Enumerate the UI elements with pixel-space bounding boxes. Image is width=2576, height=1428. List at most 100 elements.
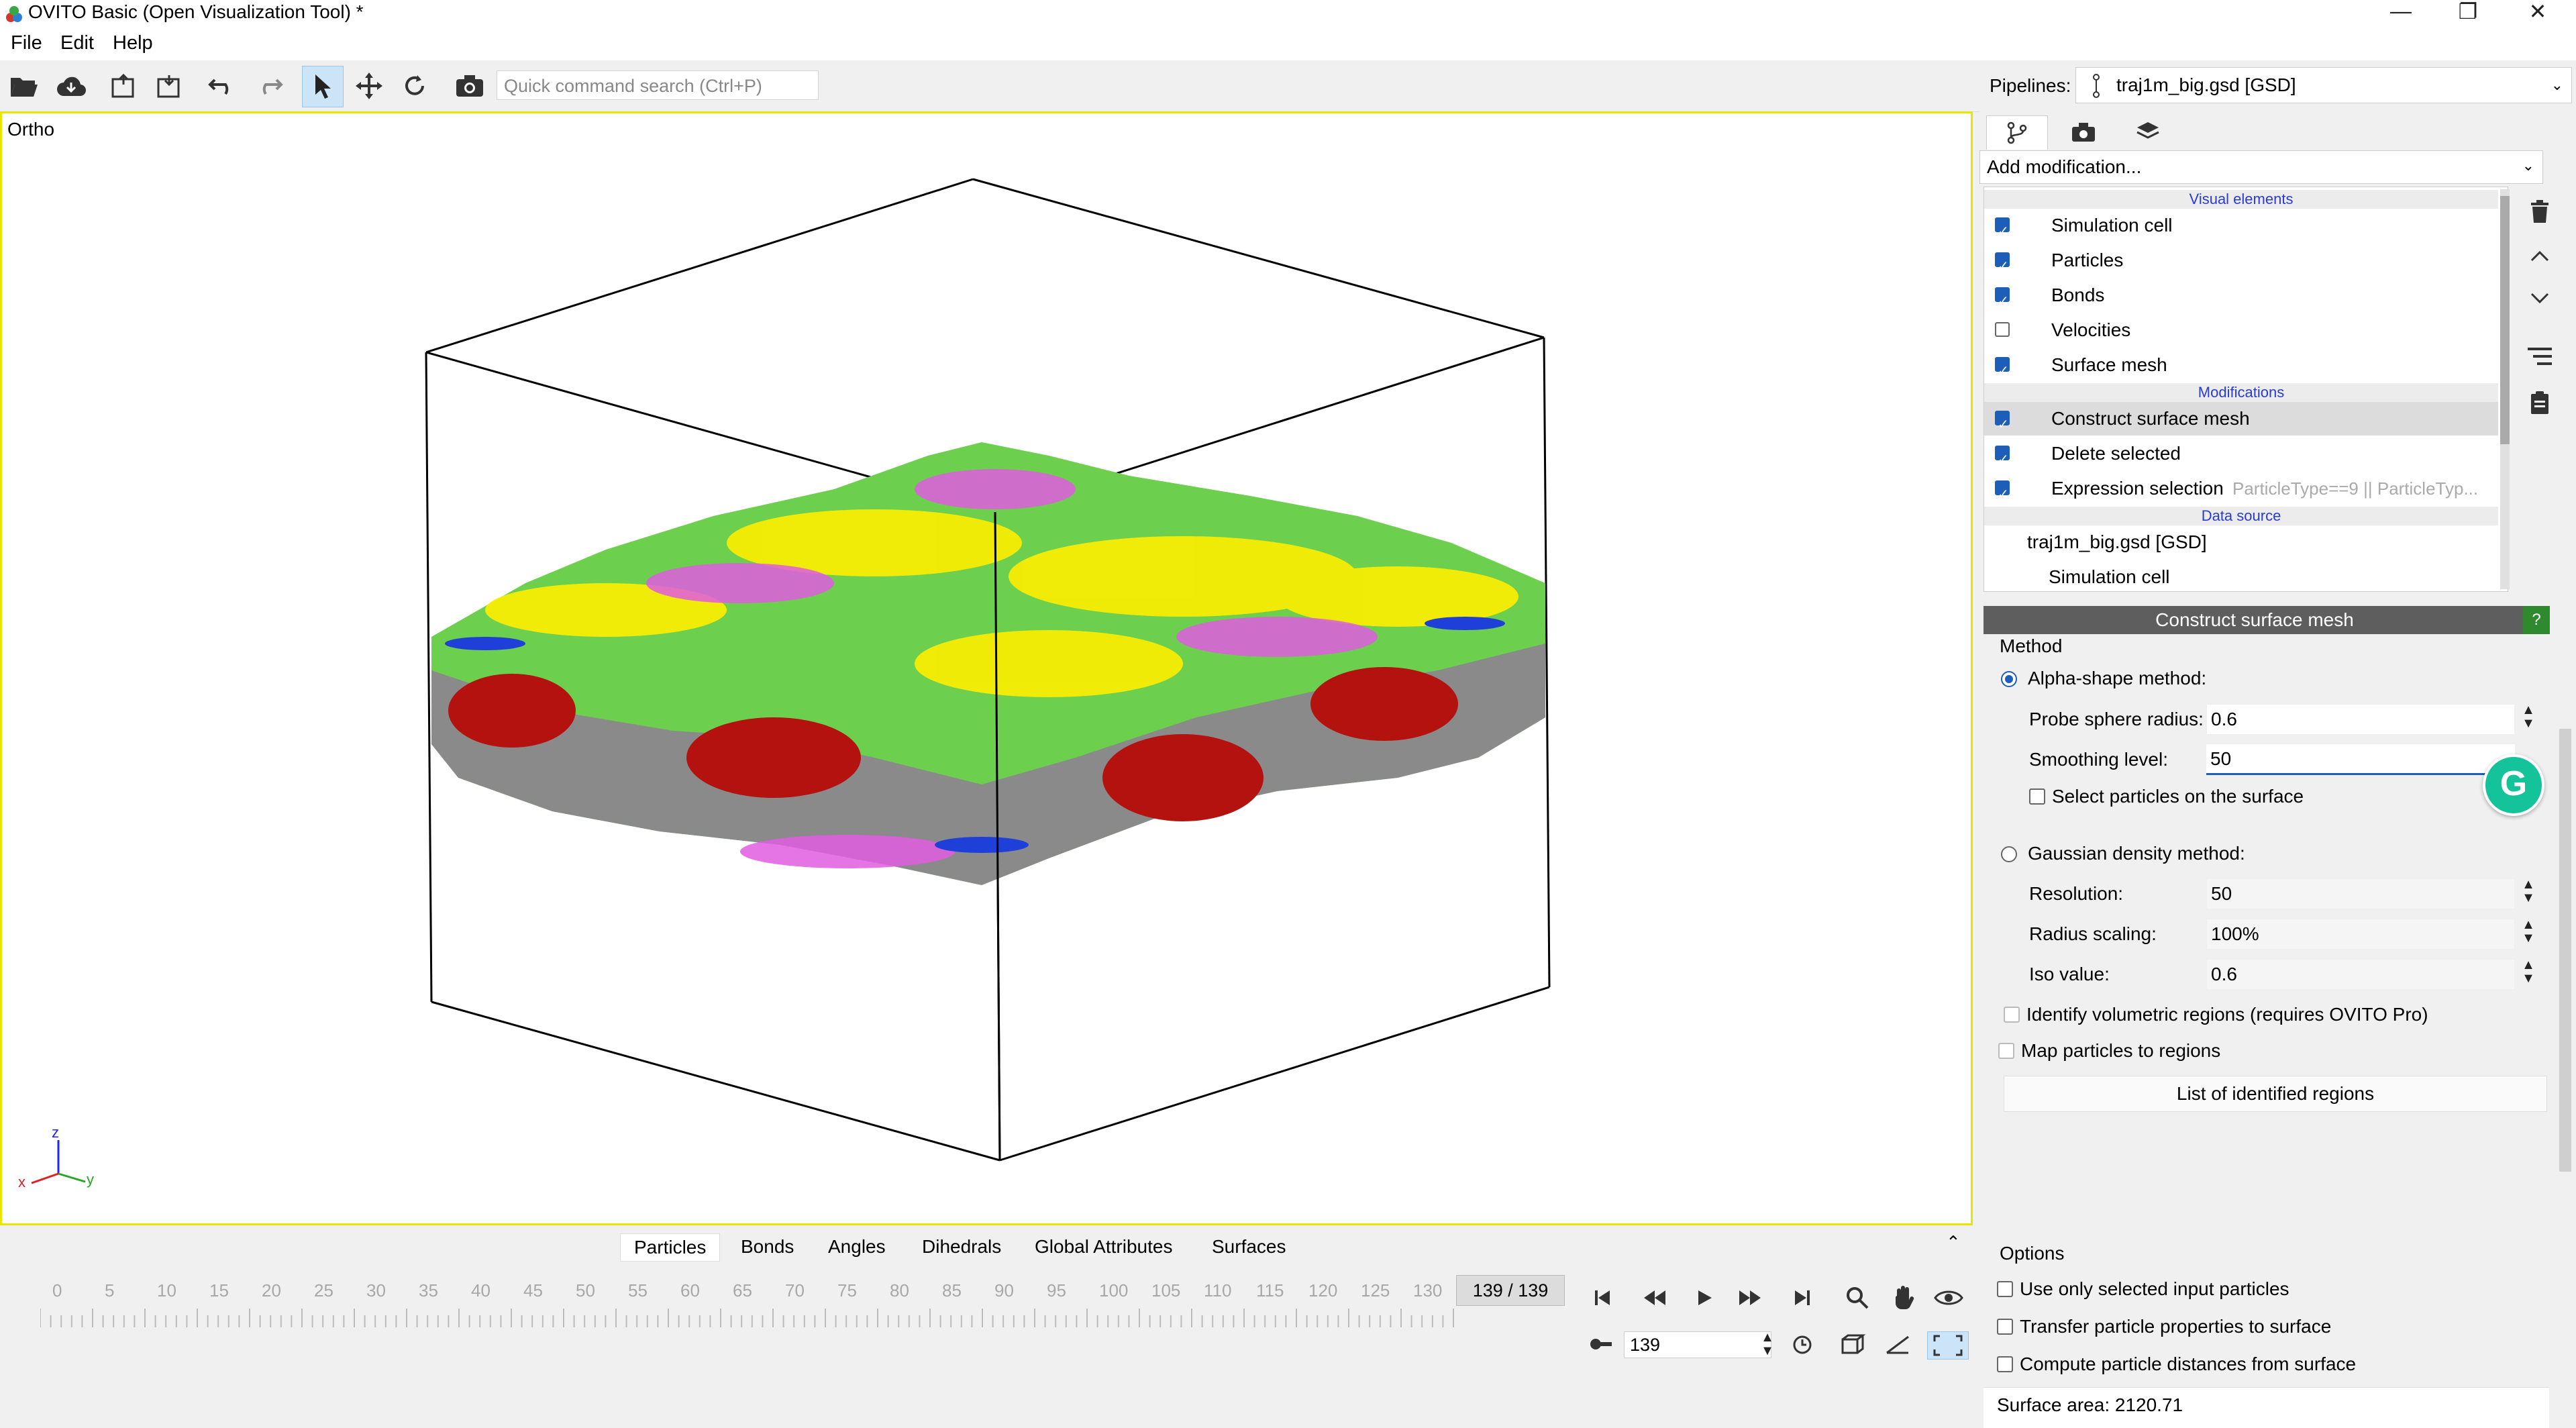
list-item-data-source[interactable]: traj1m_big.gsd [GSD] (1984, 525, 2498, 559)
selection-mode-icon[interactable] (302, 66, 344, 107)
compute-distances-checkbox[interactable] (1997, 1356, 2013, 1372)
render-camera-icon[interactable] (450, 66, 490, 106)
current-frame-spinner[interactable]: 139 (1624, 1331, 1771, 1358)
velocities-checkbox[interactable] (1995, 322, 2010, 337)
minimize-button[interactable]: — (2390, 0, 2412, 23)
menu-help[interactable]: Help (113, 32, 153, 54)
field-of-view-icon[interactable] (1884, 1334, 1911, 1354)
cloud-download-icon[interactable] (51, 66, 91, 106)
list-item-particles[interactable]: Particles (1984, 244, 2498, 283)
list-item-construct-surface-mesh[interactable]: Construct surface mesh (1984, 402, 2498, 442)
properties-scrollbar[interactable] (2559, 729, 2571, 1172)
list-item-surface-mesh[interactable]: Surface mesh (1984, 348, 2498, 388)
clipboard-icon[interactable] (2523, 387, 2557, 420)
identify-regions-checkbox[interactable] (2004, 1007, 2020, 1023)
tab-surfaces[interactable]: Surfaces (1212, 1236, 1286, 1257)
layers-tab-icon[interactable] (2118, 115, 2178, 149)
close-button[interactable]: ✕ (2528, 0, 2547, 23)
viewport-caption[interactable]: Ortho (7, 119, 55, 140)
move-up-icon[interactable] (2523, 239, 2557, 272)
animation-settings-clock-icon[interactable] (1792, 1334, 1816, 1354)
pan-hand-icon[interactable] (1883, 1278, 1923, 1318)
delete-selected-checkbox[interactable] (1995, 443, 2010, 476)
chevron-up-icon[interactable]: ⌃ (1946, 1232, 1961, 1252)
list-item-delete-selected[interactable]: Delete selected (1984, 437, 2498, 476)
resolution-up-icon[interactable]: ▲ (2522, 877, 2535, 892)
viewport-box-icon[interactable] (1840, 1334, 1867, 1354)
undo-icon[interactable] (203, 66, 243, 106)
list-regions-button[interactable]: List of identified regions (2004, 1076, 2547, 1112)
resolution-field[interactable]: 50 (2206, 878, 2515, 909)
move-mode-icon[interactable] (349, 66, 389, 106)
go-to-end-icon[interactable] (1782, 1278, 1822, 1318)
radius-scaling-down-icon[interactable]: ▼ (2522, 931, 2535, 946)
bonds-checkbox[interactable] (1995, 285, 2010, 318)
alpha-shape-radio[interactable] (2001, 671, 2017, 687)
maximize-button[interactable]: ❐ (2458, 0, 2478, 23)
smoothing-level-field[interactable]: 50 (2206, 744, 2515, 775)
list-item-simulation-cell[interactable]: Simulation cell (1984, 209, 2498, 248)
resolution-down-icon[interactable]: ▼ (2522, 890, 2535, 905)
radius-scaling-up-icon[interactable]: ▲ (2522, 917, 2535, 932)
delete-trash-icon[interactable] (2523, 195, 2557, 229)
frame-up-arrow-icon[interactable]: ▲ (1761, 1330, 1774, 1345)
play-icon[interactable] (1684, 1278, 1724, 1318)
zoom-icon[interactable] (1837, 1278, 1877, 1318)
probe-radius-field[interactable]: 0.6 (2206, 704, 2515, 735)
select-surface-particles-checkbox[interactable] (2029, 788, 2045, 805)
pipeline-list-scrollbar-thumb[interactable] (2500, 196, 2510, 444)
list-item-expression-selection[interactable]: Expression selection ParticleType==9 || … (1984, 472, 2498, 511)
frame-down-arrow-icon[interactable]: ▼ (1761, 1343, 1774, 1358)
simulation-cell-checkbox[interactable] (1995, 215, 2010, 248)
command-search-input[interactable]: Quick command search (Ctrl+P) (497, 70, 819, 100)
tab-global-attributes[interactable]: Global Attributes (1035, 1236, 1173, 1257)
menu-edit[interactable]: Edit (60, 32, 94, 54)
construct-surface-mesh-checkbox[interactable] (1995, 408, 2010, 442)
viewport-ortho[interactable]: Ortho (0, 111, 1973, 1225)
pipeline-selector[interactable]: traj1m_big.gsd [GSD] ⌄ (2075, 67, 2572, 103)
select-surface-particles-label: Select particles on the surface (2052, 786, 2304, 807)
iso-value-up-icon[interactable]: ▲ (2522, 958, 2535, 972)
go-to-start-icon[interactable] (1582, 1278, 1622, 1318)
tab-dihedrals[interactable]: Dihedrals (922, 1236, 1002, 1257)
particles-checkbox[interactable] (1995, 250, 2010, 283)
time-slider[interactable]: 0 5 10 15 20 25 30 35 40 45 50 55 60 65 70 75 80 85 90 95 10… (0, 1267, 1449, 1355)
iso-value-down-icon[interactable]: ▼ (2522, 971, 2535, 986)
menu-file[interactable]: File (11, 32, 42, 54)
add-modification-dropdown[interactable]: Add modification... ⌄ (1979, 150, 2543, 184)
list-menu-icon[interactable] (2523, 340, 2557, 373)
tab-bonds[interactable]: Bonds (741, 1236, 794, 1257)
map-particles-checkbox[interactable] (1998, 1043, 2014, 1059)
load-session-icon[interactable] (103, 66, 144, 106)
help-button[interactable]: ? (2523, 606, 2550, 634)
step-backward-icon[interactable] (1635, 1278, 1675, 1318)
gaussian-density-radio[interactable] (2001, 846, 2017, 862)
tab-angles[interactable]: Angles (828, 1236, 886, 1257)
tab-particles[interactable]: Particles (620, 1233, 721, 1262)
use-selected-only-checkbox[interactable] (1997, 1281, 2013, 1297)
open-file-icon[interactable] (4, 66, 44, 106)
time-slider-handle[interactable]: 139 / 139 (1456, 1275, 1565, 1306)
orbit-eye-icon[interactable] (1928, 1278, 1969, 1318)
redo-icon[interactable] (248, 66, 289, 106)
transfer-properties-checkbox[interactable] (1997, 1319, 2013, 1335)
list-item-velocities[interactable]: Velocities (1984, 313, 2498, 347)
save-session-icon[interactable] (149, 66, 189, 106)
expression-selection-checkbox[interactable] (1995, 478, 2010, 511)
move-down-icon[interactable] (2523, 282, 2557, 315)
probe-radius-down-icon[interactable]: ▼ (2522, 716, 2535, 731)
rotate-mode-icon[interactable] (395, 66, 435, 106)
pipeline-editor-list[interactable]: Visual elements Simulation cell Particle… (1983, 187, 2508, 592)
grammarly-badge[interactable]: G (2483, 754, 2544, 816)
maximize-viewport-icon[interactable] (1927, 1331, 1969, 1360)
pipeline-tab-icon[interactable] (1986, 115, 2048, 150)
iso-value-field[interactable]: 0.6 (2206, 959, 2515, 990)
list-item-bonds[interactable]: Bonds (1984, 278, 2498, 318)
step-forward-icon[interactable] (1730, 1278, 1770, 1318)
list-item-data-source-simulation-cell[interactable]: Simulation cell (1984, 560, 2498, 591)
probe-radius-up-icon[interactable]: ▲ (2522, 703, 2535, 717)
options-group-label: Options (2000, 1243, 2065, 1264)
radius-scaling-field[interactable]: 100% (2206, 919, 2515, 950)
surface-mesh-checkbox[interactable] (1995, 354, 2010, 388)
render-tab-icon[interactable] (2053, 115, 2114, 149)
